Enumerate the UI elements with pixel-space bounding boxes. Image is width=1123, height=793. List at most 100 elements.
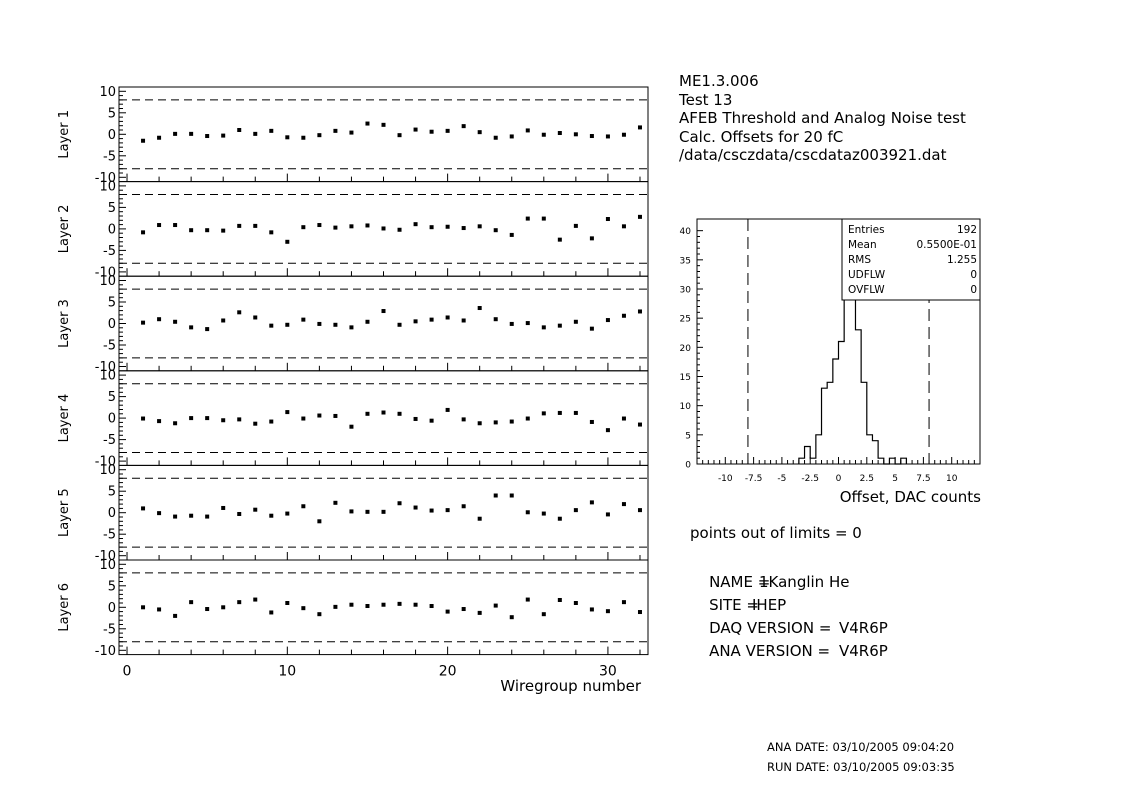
data-point xyxy=(269,513,274,518)
data-point xyxy=(589,326,594,331)
data-point xyxy=(349,509,354,514)
data-point xyxy=(333,413,338,418)
data-point xyxy=(493,135,498,140)
data-point xyxy=(301,225,306,230)
x-axis-title: Wiregroup number xyxy=(500,677,641,695)
data-point xyxy=(429,129,434,134)
ana-date: ANA DATE: 03/10/2005 09:04:20 xyxy=(767,740,955,754)
data-point xyxy=(333,604,338,609)
histogram-y-tick-label: 20 xyxy=(680,344,692,354)
y-tick-label: -10 xyxy=(95,171,116,186)
layer-panel: 10 5 0 -5 -10 Layer 6 xyxy=(57,558,649,659)
data-point xyxy=(173,223,178,228)
histogram-bin xyxy=(799,458,805,464)
y-tick-label: 10 xyxy=(99,369,116,384)
data-point xyxy=(621,132,626,137)
name-label: NAME = xyxy=(709,573,771,591)
data-point xyxy=(525,216,530,221)
y-tick-label: -10 xyxy=(95,644,116,659)
data-point xyxy=(253,507,258,512)
x-tick-label: 20 xyxy=(439,664,457,680)
layers-scatter-plot: 10 5 0 -5 -10 Layer 1 10 5 0 -5 -10 Layer 2 10 5 0 -5 -1… xyxy=(57,85,649,695)
name-row: NAME = 1Kanglin He xyxy=(690,555,849,609)
data-point xyxy=(605,134,610,139)
stats-label: UDFLW xyxy=(848,269,886,281)
y-tick-label: 10 xyxy=(99,85,116,100)
points-out-of-limits: points out of limits = 0 xyxy=(690,524,862,542)
ana-version-row: ANA VERSION = V4R6P xyxy=(690,624,888,678)
data-point xyxy=(477,421,482,426)
data-point xyxy=(173,613,178,618)
data-point xyxy=(317,321,322,326)
data-point xyxy=(509,232,514,237)
data-point xyxy=(173,421,178,426)
data-file-path: /data/csczdata/cscdataz003921.dat xyxy=(679,146,947,164)
name-value: 1Kanglin He xyxy=(759,573,850,591)
data-point xyxy=(461,607,466,612)
data-point xyxy=(541,325,546,330)
data-point xyxy=(189,228,194,233)
data-point xyxy=(461,226,466,231)
histogram-x-tick-label: -7.5 xyxy=(745,474,763,484)
data-point xyxy=(173,319,178,324)
data-point xyxy=(573,601,578,605)
data-point xyxy=(141,138,146,143)
data-point xyxy=(237,223,242,228)
data-point xyxy=(397,322,402,327)
data-point xyxy=(605,318,610,323)
data-point xyxy=(189,325,194,330)
data-point xyxy=(221,418,226,423)
data-point xyxy=(205,228,210,233)
data-point xyxy=(637,422,642,427)
x-tick-label: 10 xyxy=(278,664,296,680)
data-point xyxy=(221,133,226,138)
data-point xyxy=(205,514,210,519)
data-point xyxy=(285,322,290,327)
layer-label: Layer 2 xyxy=(57,205,72,254)
data-point xyxy=(429,225,434,230)
layer-label: Layer 4 xyxy=(57,394,72,443)
data-point xyxy=(477,130,482,135)
data-point xyxy=(413,416,418,421)
data-point xyxy=(413,505,418,510)
data-point xyxy=(141,506,146,511)
ana-version-value: V4R6P xyxy=(839,642,888,660)
layer-label: Layer 6 xyxy=(57,583,72,632)
stats-label: Mean xyxy=(848,239,877,251)
stats-value: 192 xyxy=(957,224,977,236)
data-point xyxy=(493,603,498,608)
data-point xyxy=(221,228,226,233)
data-point xyxy=(301,317,306,322)
data-point xyxy=(445,224,450,229)
histogram-y-tick-label: 5 xyxy=(685,431,691,441)
data-point xyxy=(301,416,306,421)
data-point xyxy=(557,597,562,602)
data-point xyxy=(173,514,178,519)
data-point xyxy=(621,416,626,421)
data-point xyxy=(509,134,514,139)
data-point xyxy=(301,606,306,611)
panel-frame xyxy=(118,559,649,656)
data-point xyxy=(317,413,322,418)
histogram-x-tick-label: 5 xyxy=(892,474,898,484)
data-point xyxy=(237,128,242,132)
site-value: IHEP xyxy=(752,596,787,614)
data-point xyxy=(637,508,642,513)
data-point xyxy=(445,315,450,320)
y-tick-label: -10 xyxy=(95,549,116,564)
data-point xyxy=(429,508,434,513)
data-point xyxy=(589,607,594,612)
data-point xyxy=(333,128,338,133)
daq-version-label: DAQ VERSION = xyxy=(709,619,832,637)
run-header: ME1.3.006 Test 13 AFEB Threshold and Ana… xyxy=(679,72,966,165)
offset-histogram: 0 5 10 15 20 25 30 35 40 -10 -7.5 -5 -2.5 0 2.5 5 7.5 10 O… xyxy=(680,218,981,506)
histogram-x-tick-label: 7.5 xyxy=(916,474,930,484)
layer-panel: 10 5 0 -5 -10 Layer 2 xyxy=(57,179,649,280)
histogram-x-tick-label: 10 xyxy=(946,474,958,484)
histogram-bin xyxy=(861,382,867,464)
data-point xyxy=(349,602,354,607)
data-point xyxy=(509,321,514,326)
data-point xyxy=(621,224,626,229)
histogram-bin xyxy=(822,388,828,464)
